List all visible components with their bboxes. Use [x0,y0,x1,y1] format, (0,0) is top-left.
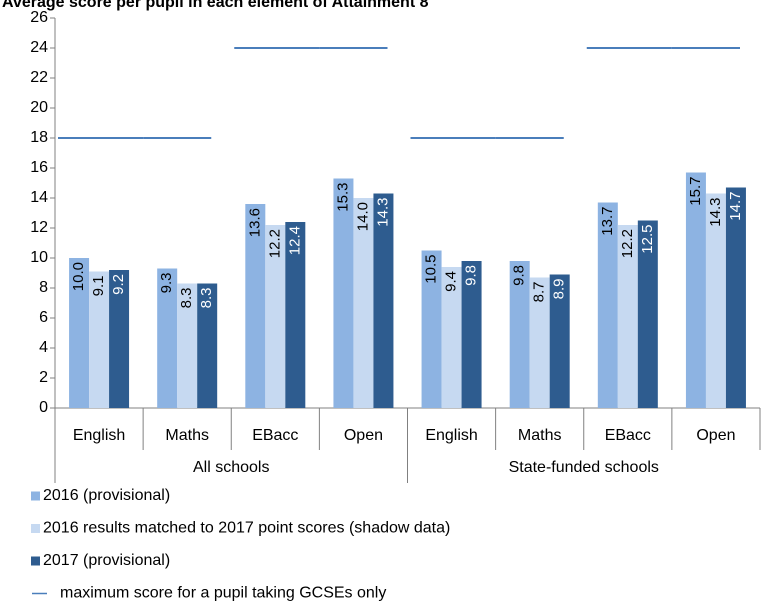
bar [265,225,286,408]
bar [549,274,570,408]
data-label: 8.9 [551,279,568,300]
y-tick-label: 6 [39,309,48,326]
bar [421,250,442,408]
bar [245,204,266,408]
bar [333,178,354,408]
y-tick-label: 8 [39,279,48,296]
bar [725,187,746,408]
data-label: 15.7 [687,177,704,206]
bar [89,271,110,408]
x-tick-label: EBacc [605,427,651,444]
data-label: 9.1 [90,276,107,297]
data-label: 13.6 [246,208,263,237]
data-label: 14.0 [354,202,371,231]
bar [109,270,130,408]
data-label: 9.8 [511,265,528,286]
x-tick-label: Open [696,427,735,444]
data-label: 14.3 [707,198,724,227]
y-tick-label: 12 [30,219,48,236]
x-tick-label: EBacc [252,427,298,444]
data-label: 12.5 [639,225,656,254]
bar [69,258,90,408]
data-label: 14.7 [727,192,744,221]
y-tick-label: 14 [30,189,48,206]
bar [637,220,658,408]
legend-marker [31,524,40,533]
data-label: 9.3 [158,273,175,294]
bar [285,222,306,408]
data-label: 15.3 [334,183,351,212]
x-tick-label: Open [344,427,383,444]
data-label: 10.0 [70,262,87,291]
bar [373,193,394,408]
legend-label: maximum score for a pupil taking GCSEs o… [60,585,386,602]
bar [461,261,482,408]
bar [353,198,374,408]
bar [617,225,638,408]
y-tick-label: 4 [39,339,48,356]
x-tick-label: English [425,427,477,444]
y-tick-label: 22 [30,69,48,86]
y-tick-label: 24 [30,39,48,56]
x-tick-label: Maths [518,427,562,444]
y-tick-label: 2 [39,369,48,386]
legend-label: 2016 results matched to 2017 point score… [43,520,450,537]
data-label: 8.3 [178,288,195,309]
data-label: 9.8 [463,265,480,286]
legend-marker [31,491,40,501]
bar [177,283,198,408]
data-label: 8.3 [198,288,215,309]
data-label: 14.3 [374,198,391,227]
data-label: 10.5 [423,255,440,284]
group-label: State-funded schools [509,459,659,476]
data-label: 9.4 [443,271,460,292]
y-tick-label: 10 [30,249,48,266]
data-label: 12.2 [619,229,636,258]
y-tick-label: 0 [39,399,48,416]
data-label: 13.7 [599,207,616,236]
bar [529,277,550,408]
y-tick-label: 16 [30,159,48,176]
bar [705,193,726,408]
y-tick-label: 20 [30,99,48,116]
data-label: 12.4 [286,226,303,255]
y-tick-label: 18 [30,129,48,146]
bar [509,261,530,408]
bar [197,283,218,408]
x-tick-label: English [73,427,125,444]
x-tick-label: Maths [165,427,209,444]
chart-title: Average score per pupil in each element … [2,0,429,11]
group-label: All schools [193,459,269,476]
legend-label: 2017 (provisional) [43,552,170,569]
data-label: 9.2 [110,274,127,295]
data-label: 12.2 [266,229,283,258]
data-label: 8.7 [531,282,548,303]
bar [685,172,706,408]
bar [441,267,462,408]
y-tick-label: 26 [30,9,48,26]
legend-label: 2016 (provisional) [43,487,170,504]
bar [157,268,178,408]
legend-marker [31,556,40,566]
bar [597,202,618,408]
